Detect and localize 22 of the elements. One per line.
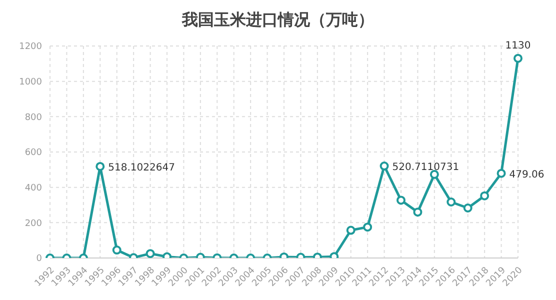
point	[463, 204, 472, 213]
y-tick-label: 0	[36, 254, 42, 264]
y-tick-label: 1200	[19, 42, 42, 52]
point	[480, 191, 490, 200]
point	[446, 197, 456, 206]
y-tick-label: 400	[24, 184, 42, 194]
y-tick-label: 200	[24, 218, 42, 229]
chart-title: 我国玉米进口情况（万吨）	[180, 9, 375, 31]
y-tick-label: 1000	[19, 78, 42, 88]
data-label: 1130	[505, 40, 531, 52]
point	[363, 222, 372, 232]
point	[96, 162, 105, 171]
point	[396, 196, 406, 205]
data-label: 520.7110731	[392, 162, 460, 174]
point	[413, 208, 422, 217]
point	[496, 168, 506, 178]
data-label: 479.06	[509, 169, 544, 180]
y-tick-label: 600	[24, 148, 42, 158]
point	[346, 226, 356, 235]
data-label: 518.1022647	[108, 162, 175, 174]
y-tick-label: 800	[24, 112, 42, 123]
point	[380, 162, 389, 171]
